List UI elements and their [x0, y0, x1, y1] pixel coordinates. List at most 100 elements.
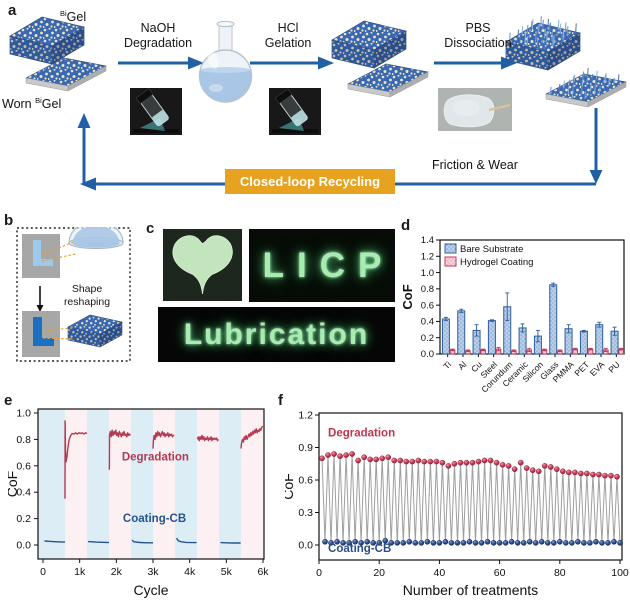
data-point — [587, 539, 593, 546]
data-point — [325, 452, 331, 458]
data-point — [611, 538, 617, 545]
category-label: PU — [606, 359, 621, 374]
test-band — [131, 409, 153, 559]
data-point — [376, 539, 383, 546]
x-axis-label: Cycle — [133, 582, 168, 598]
data-point — [499, 461, 506, 468]
gel-sheet-photo — [438, 88, 512, 131]
x-tick-label: 0 — [40, 566, 46, 578]
y-tick-label: 0.3 — [298, 507, 313, 519]
data-point — [346, 539, 352, 546]
worn-base: Gel — [41, 97, 62, 112]
data-point — [481, 457, 488, 464]
data-point — [608, 472, 614, 479]
worn-bigel-label: Worn BiGel — [2, 96, 61, 111]
step-pbs-dissociation: PBS Dissociation — [444, 21, 512, 51]
x-axis-label: Number of treatments — [403, 582, 538, 598]
shape-reshaping-label: Shape reshaping — [63, 283, 111, 308]
category-label: Ti — [441, 359, 453, 371]
series-segment — [175, 537, 197, 544]
y-tick-label: 0.9 — [298, 442, 313, 454]
y-tick-label: 0.2 — [421, 333, 434, 344]
licp-glow-text: LICP — [262, 245, 395, 285]
data-point — [496, 539, 503, 546]
y-axis-label: CoF — [285, 473, 296, 499]
data-point — [415, 457, 422, 464]
data-point — [490, 539, 497, 546]
data-point — [436, 539, 443, 546]
data-point — [394, 539, 401, 546]
pointer-dashes-top — [41, 241, 77, 262]
regelled-slab — [347, 63, 429, 98]
data-point — [472, 539, 479, 546]
data-point — [556, 538, 563, 545]
x-tick-label: 80 — [554, 567, 566, 579]
series-segment — [88, 540, 109, 544]
data-point — [487, 457, 494, 464]
y-tick-label: 1.2 — [298, 410, 313, 422]
series-label: Degradation — [328, 428, 395, 440]
x-tick-label: 0 — [316, 567, 322, 579]
data-point — [364, 538, 371, 545]
data-point — [478, 539, 485, 546]
data-point — [454, 539, 461, 546]
data-point — [614, 473, 620, 480]
series-label: Coating-CB — [328, 543, 391, 555]
data-point — [559, 468, 566, 475]
y-tick-label: 0.8 — [16, 434, 31, 446]
data-point — [442, 538, 449, 545]
data-point — [460, 539, 467, 546]
data-point — [596, 471, 602, 478]
data-point — [578, 470, 584, 477]
data-point — [331, 451, 337, 457]
y-tick-label: 0.4 — [16, 487, 31, 499]
data-point — [572, 469, 578, 476]
ginkgo-leaf-art — [172, 235, 233, 295]
data-point — [584, 470, 590, 477]
data-point — [529, 467, 536, 474]
data-point — [430, 539, 437, 546]
recycling-scheme — [9, 16, 627, 191]
y-tick-label: 0.6 — [16, 460, 31, 472]
data-point — [538, 538, 545, 545]
bar — [457, 310, 466, 355]
bigel-sup: Bi — [60, 9, 67, 18]
panel-letter-a: a — [8, 2, 17, 19]
bar — [549, 284, 558, 355]
legend-label: Hydrogel Coating — [460, 257, 533, 268]
x-tick-label: 20 — [373, 567, 385, 579]
data-point — [412, 539, 419, 546]
data-point — [593, 538, 599, 545]
series-label: Coating-CB — [123, 513, 186, 525]
category-label: Al — [456, 359, 468, 371]
series-label: Degradation — [122, 452, 189, 464]
step-hcl-gelation: HCl Gelation — [264, 21, 312, 51]
data-point — [475, 458, 482, 465]
x-tick-label: 40 — [434, 567, 446, 579]
y-tick-label: 0.6 — [421, 300, 434, 311]
data-point — [544, 539, 551, 546]
data-point — [397, 457, 404, 464]
data-point — [511, 466, 518, 473]
ginkgo-leaf-shape — [172, 235, 233, 295]
data-point — [424, 538, 431, 545]
bigel-base: Gel — [66, 10, 87, 25]
y-tick-label: 0.4 — [421, 317, 434, 328]
reshape-arrow-head — [36, 305, 44, 312]
data-point — [517, 459, 524, 466]
y-tick-label: 0.0 — [16, 540, 31, 552]
friction-wear-label: Friction & Wear — [432, 158, 518, 172]
data-point — [469, 459, 476, 466]
reshaped-cube — [67, 314, 123, 348]
bar — [579, 330, 588, 355]
worn-bigel-slab — [25, 57, 107, 92]
step-naoh-degradation: NaOH Degradation — [123, 21, 193, 51]
flow-arrows — [118, 56, 517, 70]
category-label: PET — [572, 359, 591, 378]
plot-frame — [37, 408, 265, 560]
test-band — [175, 409, 197, 559]
data-point — [358, 539, 364, 546]
data-point — [448, 539, 455, 546]
